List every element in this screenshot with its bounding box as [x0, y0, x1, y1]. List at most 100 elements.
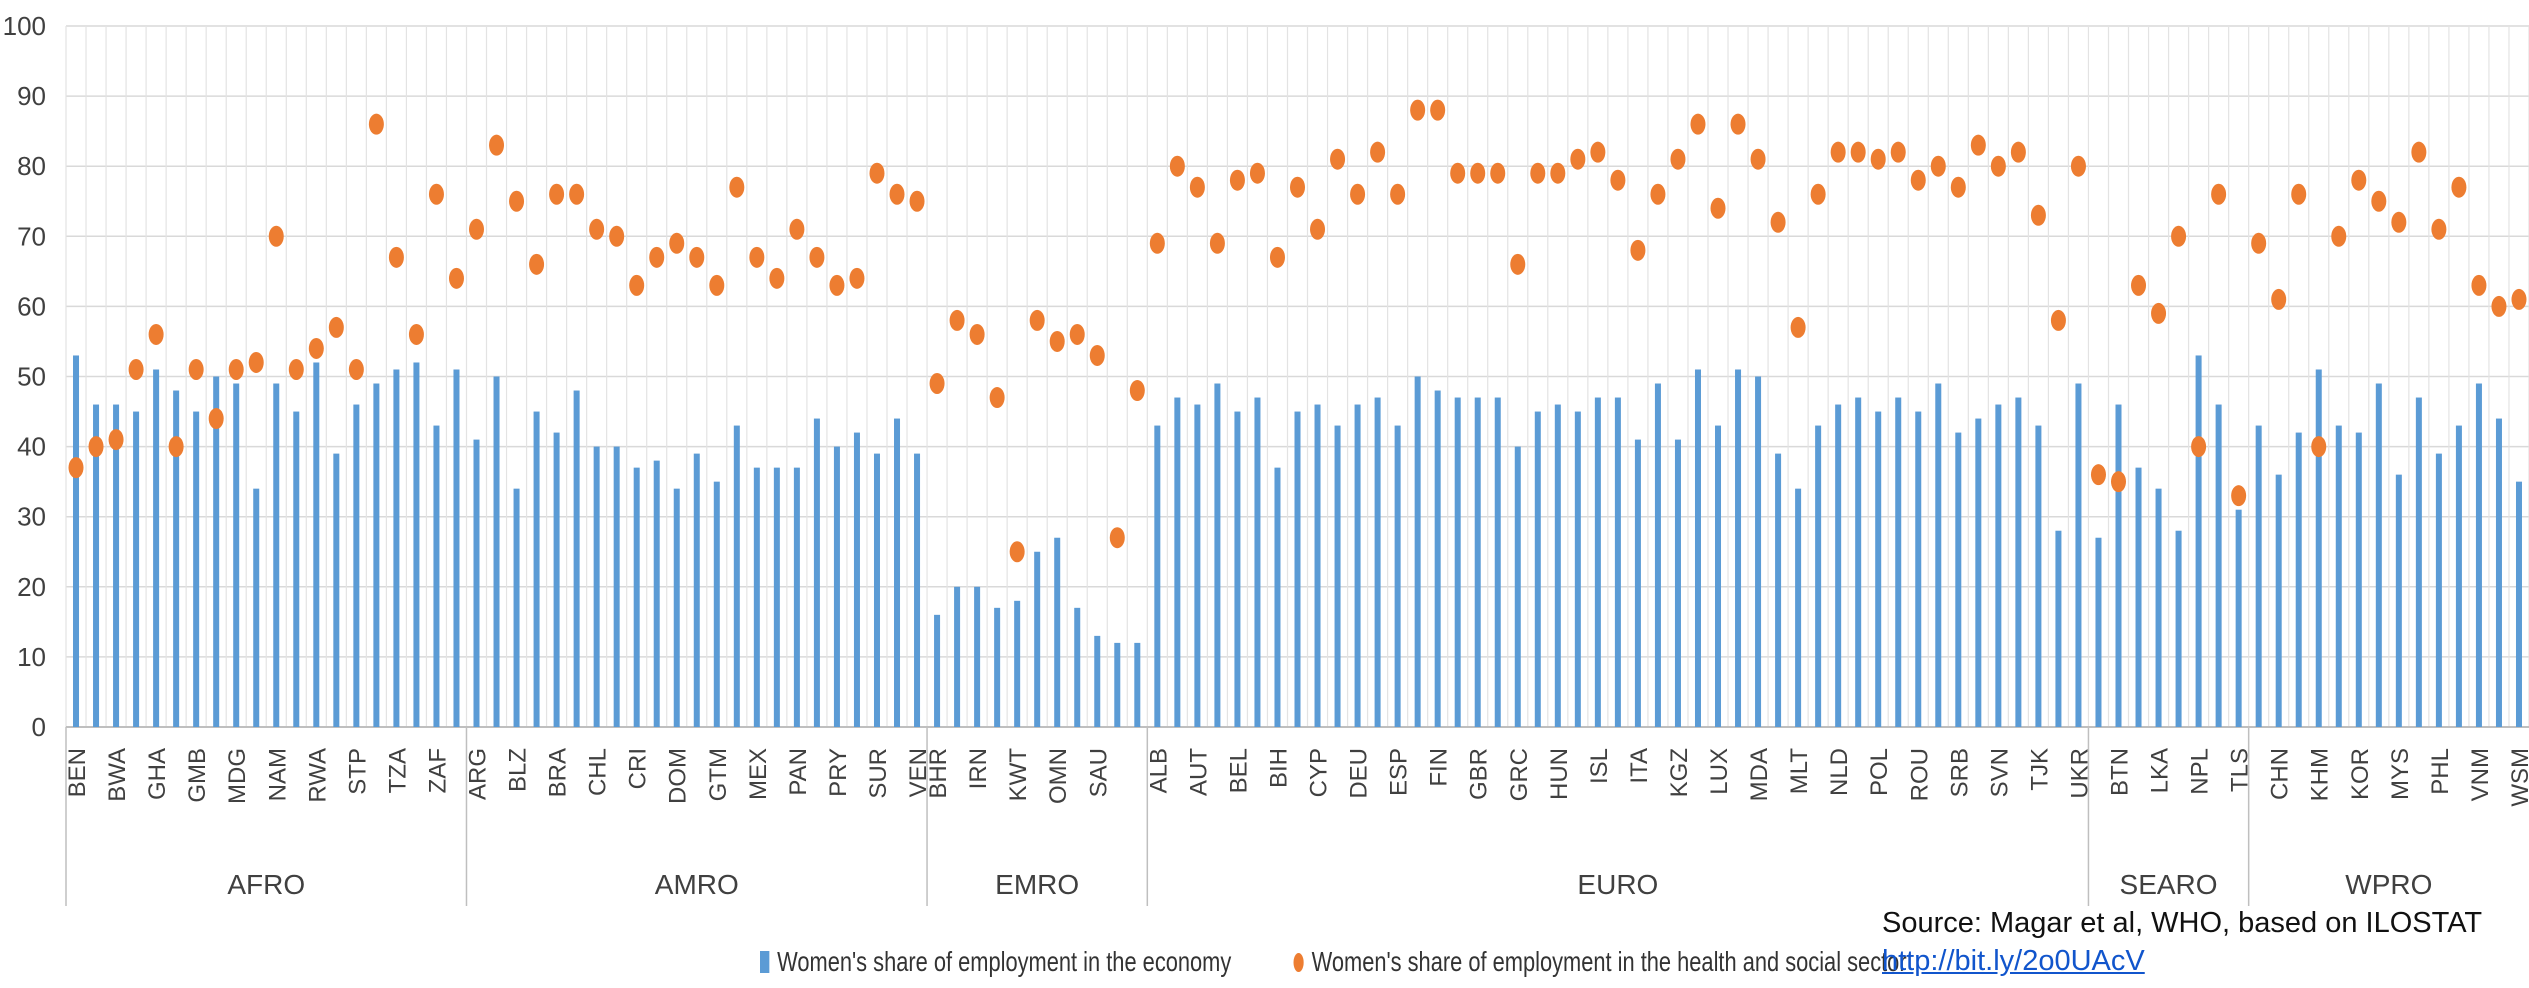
bar-economy	[373, 383, 380, 727]
legend-label-health: Women's share of employment in the healt…	[1311, 946, 1907, 977]
dot-health	[2291, 183, 2307, 205]
dot-health	[1790, 316, 1806, 338]
x-tick-label: GRC	[1506, 748, 1533, 801]
dot-health	[1990, 155, 2006, 177]
x-tick-label: HUN	[1546, 748, 1573, 800]
bar-economy	[793, 467, 800, 727]
dot-health	[689, 246, 705, 268]
y-tick-label: 90	[17, 81, 46, 111]
x-tick-label: NLD	[1826, 748, 1853, 796]
x-tick-label: ALB	[1145, 748, 1172, 793]
bar-economy	[894, 418, 901, 727]
dot-health	[2151, 302, 2167, 324]
bar-economy	[1134, 642, 1141, 727]
dot-health	[1209, 232, 1225, 254]
dot-health	[1710, 197, 1726, 219]
y-tick-label: 0	[32, 712, 46, 742]
bar-economy	[1274, 467, 1281, 727]
bar-economy	[293, 411, 300, 727]
dot-health	[1630, 239, 1646, 261]
dot-health	[248, 351, 264, 373]
bar-economy	[573, 390, 580, 727]
dot-health	[909, 190, 925, 212]
bar-economy	[713, 481, 720, 727]
dot-health	[1370, 141, 1386, 163]
bar-economy	[1474, 397, 1481, 727]
dot-health	[228, 358, 244, 380]
x-tick-label: MLT	[1786, 748, 1813, 795]
x-tick-label: CRI	[625, 748, 652, 789]
bar-economy	[633, 467, 640, 727]
x-tick-label: LKA	[2147, 748, 2174, 793]
bar-economy	[1935, 383, 1942, 727]
bar-economy	[2015, 397, 2022, 727]
x-tick-label: MDA	[1746, 748, 1773, 801]
x-tick-label: TZA	[384, 748, 411, 793]
bar-economy	[1074, 607, 1081, 727]
bar-economy	[2255, 425, 2262, 727]
x-tick-label: TLS	[2227, 748, 2254, 792]
dot-health	[1530, 162, 1546, 184]
bar-economy	[1614, 397, 1621, 727]
bar-economy	[2235, 509, 2242, 727]
dot-health	[1450, 162, 1466, 184]
dot-health	[68, 457, 84, 479]
dot-health	[2431, 218, 2447, 240]
bar-economy	[1815, 425, 1822, 727]
bar-economy	[1114, 642, 1121, 727]
x-tick-label: DOM	[665, 748, 692, 804]
dot-health	[709, 274, 725, 296]
bar-economy	[93, 404, 100, 727]
source-text: Source: Magar et al, WHO, based on ILOST…	[1882, 907, 2483, 939]
dot-health	[829, 274, 845, 296]
dot-health	[2111, 471, 2126, 493]
dot-health	[2311, 436, 2327, 458]
dot-health	[489, 134, 505, 156]
dot-health	[1470, 162, 1486, 184]
bar-economy	[553, 432, 560, 727]
legend-label-economy: Women's share of employment in the econo…	[777, 946, 1232, 977]
x-tick-label: BEL	[1225, 748, 1252, 793]
dot-health	[1109, 527, 1125, 549]
bar-economy	[393, 369, 400, 727]
dot-health	[2371, 190, 2387, 212]
bar-economy	[333, 453, 340, 727]
dot-health	[408, 323, 424, 345]
x-tick-label: KOR	[2347, 748, 2374, 800]
bar-economy	[1975, 418, 1982, 727]
bar-economy	[173, 390, 180, 727]
dot-health	[1810, 183, 1826, 205]
bar-economy	[2035, 425, 2042, 727]
dot-health	[328, 316, 344, 338]
dot-health	[1310, 218, 1326, 240]
bar-economy	[1775, 453, 1782, 727]
dot-health	[1249, 162, 1265, 184]
dot-health	[809, 246, 825, 268]
dot-health	[2010, 141, 2026, 163]
bar-economy	[2415, 397, 2422, 727]
bar-economy	[2495, 418, 2502, 727]
bar-economy	[1194, 404, 1201, 727]
x-tick-label: ARG	[465, 748, 492, 800]
dot-health	[649, 246, 665, 268]
dot-health	[428, 183, 444, 205]
x-tick-label: AUT	[1185, 748, 1212, 796]
dot-health	[2070, 155, 2086, 177]
dot-health	[1650, 183, 1666, 205]
x-tick-label: GHA	[144, 748, 171, 800]
source-link[interactable]: http://bit.ly/2o0UAcV	[1882, 945, 2145, 977]
bar-economy	[2375, 383, 2382, 727]
legend-swatch-dot	[1293, 952, 1304, 972]
dot-health	[1590, 141, 1606, 163]
bar-economy	[833, 446, 840, 727]
dot-health	[1510, 253, 1526, 275]
x-tick-label: GMB	[184, 748, 211, 803]
dot-health	[889, 183, 905, 205]
x-tick-label: LUX	[1706, 748, 1733, 795]
dot-health	[1189, 176, 1205, 198]
dot-health	[849, 267, 865, 289]
x-tick-label: OMN	[1045, 748, 1072, 804]
dot-health	[348, 358, 364, 380]
x-tick-label: SUR	[865, 748, 892, 799]
dot-health	[1350, 183, 1366, 205]
